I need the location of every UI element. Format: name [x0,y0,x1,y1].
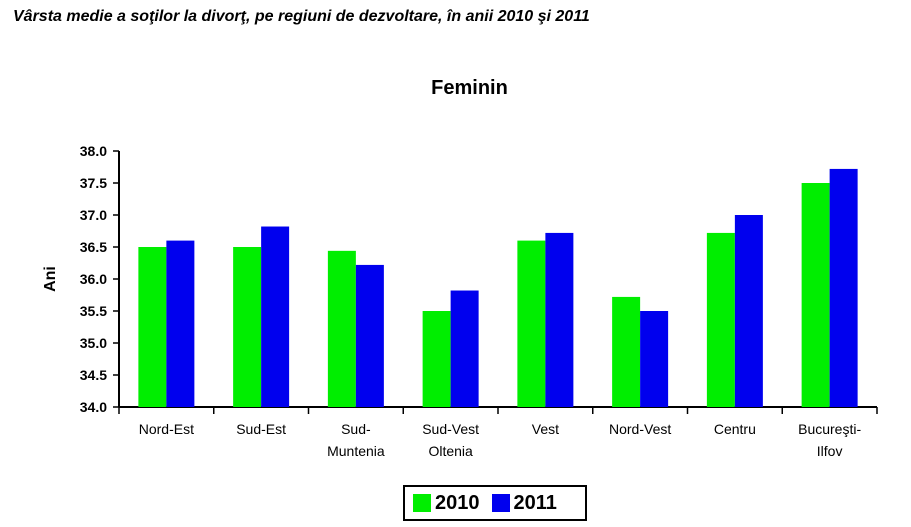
y-axis-title: Ani [42,266,59,292]
x-category-label: Bucureşti- [798,421,861,437]
y-tick-label: 34.0 [80,399,107,415]
bar-2011-6 [734,215,763,407]
legend-swatch-2011 [491,494,510,512]
y-tick-label: 37.5 [80,175,107,191]
bar-2011-1 [261,226,290,407]
bar-2010-2 [327,250,356,407]
page-title: Vârsta medie a soţilor la divorţ, pe reg… [13,8,590,25]
legend-item-2011: 2011 [491,491,557,515]
chart-legend: 2010 2011 [403,485,587,521]
bar-2011-5 [640,311,669,407]
y-tick-label: 37.0 [80,207,107,223]
bar-2010-0 [138,247,167,407]
x-category-label: Oltenia [428,443,473,459]
chart-title: Feminin [431,77,508,99]
legend-label-2011: 2011 [513,491,557,514]
bar-2011-2 [355,264,384,407]
bar-2010-3 [422,311,451,407]
bar-2011-3 [450,290,479,407]
bar-2011-7 [829,168,858,407]
x-category-label: Ilfov [817,443,843,459]
x-category-label: Sud-Vest [422,421,479,437]
legend-label-2010: 2010 [435,491,480,514]
x-category-label: Centru [714,421,756,437]
x-category-label: Sud- [341,421,371,437]
x-category-label: Sud-Est [236,421,286,437]
bar-2010-4 [517,240,546,407]
y-tick-label: 35.0 [80,335,107,351]
legend-swatch-2010 [413,494,431,512]
y-tick-label: 34.5 [80,367,107,383]
y-tick-label: 36.5 [80,239,107,255]
y-tick-label: 35.5 [80,303,107,319]
bar-2011-0 [166,240,195,407]
bar-2010-7 [801,183,830,407]
bar-2011-4 [545,232,574,407]
bar-2010-6 [706,232,735,407]
y-tick-label: 36.0 [80,271,107,287]
x-category-label: Muntenia [327,443,385,459]
x-category-label: Nord-Vest [609,421,671,437]
x-category-label: Nord-Est [139,421,194,437]
y-tick-label: 38.0 [80,143,107,159]
legend-item-2010: 2010 [413,492,480,515]
x-category-label: Vest [532,421,559,437]
bar-2010-5 [612,296,641,407]
bar-2010-1 [233,247,262,407]
